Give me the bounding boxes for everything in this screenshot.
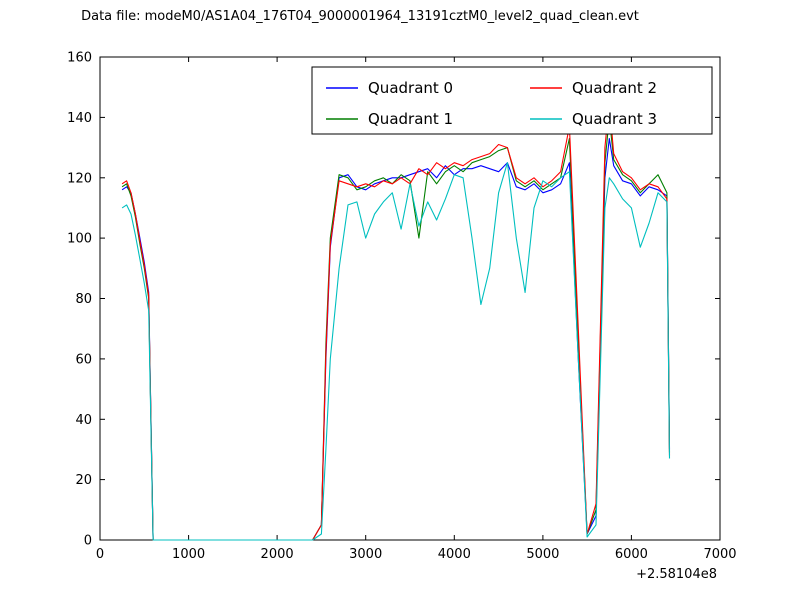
legend-entry-label: Quadrant 1 <box>368 110 453 128</box>
series-line-3 <box>121 162 671 541</box>
x-tick-label: 2000 <box>261 547 294 562</box>
series-line-0 <box>121 137 671 541</box>
x-tick-label: 3000 <box>349 547 382 562</box>
x-tick-label: 6000 <box>615 547 648 562</box>
x-tick-label: 7000 <box>703 547 736 562</box>
x-axis-offset-label: +2.58104e8 <box>636 567 717 582</box>
chart-title: Data file: modeM0/AS1A04_176T04_90000019… <box>81 9 639 24</box>
y-tick-label: 0 <box>84 534 92 549</box>
y-tick-label: 120 <box>67 171 92 186</box>
legend-entry-label: Quadrant 3 <box>572 110 657 128</box>
x-tick-label: 5000 <box>526 547 559 562</box>
series-line-2 <box>121 101 671 541</box>
y-tick-label: 160 <box>67 51 92 66</box>
y-tick-label: 100 <box>67 232 92 247</box>
y-tick-label: 40 <box>75 413 92 428</box>
legend-frame <box>311 66 713 135</box>
x-tick-label: 4000 <box>438 547 471 562</box>
x-tick-label: 0 <box>96 547 104 562</box>
legend-entry-label: Quadrant 0 <box>368 79 453 97</box>
y-tick-label: 60 <box>75 352 92 367</box>
legend-entry-label: Quadrant 2 <box>572 79 657 97</box>
x-tick-label: 1000 <box>172 547 205 562</box>
y-tick-label: 80 <box>75 292 92 307</box>
y-tick-label: 140 <box>67 111 92 126</box>
y-tick-label: 20 <box>75 473 92 488</box>
legend: Quadrant 0 Quadrant 1 Quadrant 2 Quadrant 3 <box>311 66 713 135</box>
